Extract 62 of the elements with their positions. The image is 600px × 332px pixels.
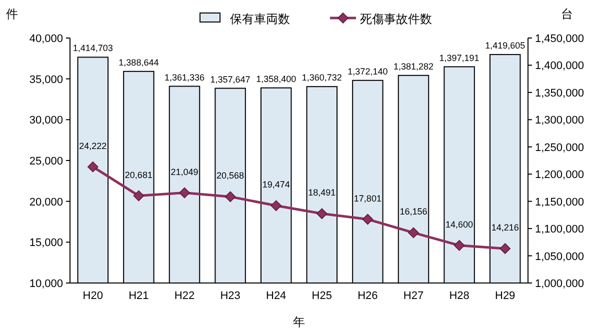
data-label: 1,419,605 <box>485 40 526 51</box>
y-tick-label: 15,000 <box>29 237 63 250</box>
data-label: 18,491 <box>308 188 336 198</box>
data-label: 19,474 <box>262 180 290 190</box>
y2-tick-label: 1,400,000 <box>535 60 584 72</box>
point <box>270 200 282 212</box>
y2-tick-label: 1,100,000 <box>535 224 584 236</box>
data-label: 24,222 <box>79 140 107 151</box>
x-tick-label: H25 <box>312 290 332 302</box>
data-label: 17,801 <box>354 193 382 204</box>
point <box>179 187 190 198</box>
data-label: 14,600 <box>446 219 474 230</box>
x-tick-label: H24 <box>266 290 286 302</box>
legend-label: 保有車両数 <box>230 12 290 26</box>
y-tick-label: 10,000 <box>29 278 63 290</box>
y2-tick-label: 1,350,000 <box>535 87 584 100</box>
data-label: 1,357,647 <box>210 74 250 84</box>
x-tick-label: H20 <box>82 290 103 302</box>
y-tick-label: 40,000 <box>29 33 63 45</box>
y2-tick-label: 1,200,000 <box>535 169 584 182</box>
y-tick-label: 20,000 <box>29 196 63 208</box>
x-tick-label: H29 <box>495 290 516 302</box>
x-tick-label: H27 <box>403 290 424 302</box>
point <box>316 208 328 220</box>
y-axis-title: 件 <box>6 7 18 21</box>
point <box>362 214 374 225</box>
data-label: 14,216 <box>491 222 519 233</box>
y2-tick-label: 1,000,000 <box>535 278 584 290</box>
data-label: 1,361,336 <box>164 72 205 82</box>
x-tick-label: H28 <box>449 290 470 302</box>
y2-tick-label: 1,250,000 <box>535 142 584 154</box>
data-label: 1,372,140 <box>348 66 388 76</box>
data-label: 1,381,282 <box>393 61 434 72</box>
data-label: 1,414,703 <box>72 43 113 54</box>
point <box>224 191 236 202</box>
y-tick-label: 25,000 <box>29 156 63 168</box>
point <box>408 227 419 238</box>
x-tick-label: H23 <box>220 290 240 302</box>
data-label: 21,049 <box>170 166 198 177</box>
point <box>454 240 465 251</box>
y2-tick-label: 1,050,000 <box>535 250 584 263</box>
y-tick-label: 35,000 <box>29 74 63 86</box>
y2-tick-label: 1,300,000 <box>535 114 584 127</box>
data-label: 1,358,400 <box>256 74 296 84</box>
y2-axis-title: 台 <box>561 7 573 21</box>
x-tick-label: H21 <box>128 290 149 302</box>
x-axis-title: 年 <box>293 315 305 329</box>
x-tick-label: H22 <box>174 290 195 302</box>
y2-tick-label: 1,150,000 <box>535 196 584 208</box>
point <box>133 190 144 202</box>
legend-label: 死傷事故件数 <box>360 12 432 26</box>
x-tick-label: H26 <box>358 290 378 302</box>
y2-tick-label: 1,450,000 <box>535 33 584 45</box>
point <box>500 243 510 254</box>
data-label: 20,568 <box>216 170 244 181</box>
point <box>88 161 98 172</box>
data-label: 20,681 <box>124 170 152 180</box>
data-label: 1,360,732 <box>302 72 342 83</box>
data-label: 1,397,191 <box>439 52 480 63</box>
data-label: 1,388,644 <box>118 57 159 68</box>
data-label: 16,156 <box>400 206 428 217</box>
y-tick-label: 30,000 <box>29 114 63 127</box>
